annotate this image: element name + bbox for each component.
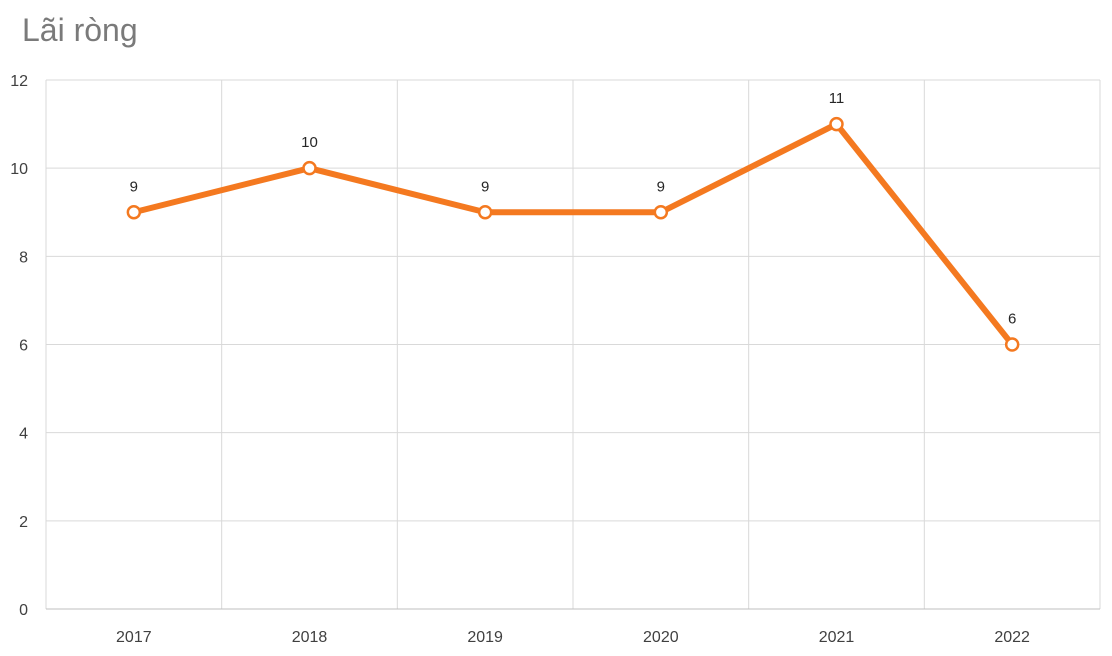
y-tick-label: 6 bbox=[19, 338, 28, 355]
x-tick-label: 2021 bbox=[819, 629, 855, 646]
data-label: 9 bbox=[130, 178, 138, 195]
x-tick-label: 2020 bbox=[643, 629, 679, 646]
data-point bbox=[1004, 337, 1020, 352]
data-point bbox=[126, 205, 142, 220]
data-point bbox=[829, 116, 844, 132]
data-label: 9 bbox=[481, 178, 489, 195]
y-tick-label: 12 bbox=[10, 73, 28, 90]
y-tick-label: 4 bbox=[19, 426, 28, 443]
x-tick-label: 2022 bbox=[994, 629, 1030, 646]
chart-title: Lãi ròng bbox=[22, 12, 138, 48]
x-tick-label: 2017 bbox=[116, 629, 152, 646]
data-label: 6 bbox=[1008, 311, 1016, 328]
data-point bbox=[477, 205, 493, 220]
y-tick-label: 2 bbox=[19, 514, 28, 531]
data-label: 9 bbox=[657, 178, 665, 195]
data-label: 10 bbox=[301, 134, 318, 151]
y-tick-label: 8 bbox=[19, 249, 28, 266]
data-label: 11 bbox=[829, 90, 845, 107]
y-tick-label: 10 bbox=[10, 161, 28, 178]
y-tick-label: 0 bbox=[19, 602, 28, 619]
x-tick-label: 2018 bbox=[292, 629, 328, 646]
series-line bbox=[130, 121, 1016, 348]
data-point bbox=[302, 160, 317, 176]
data-point bbox=[653, 205, 669, 220]
x-tick-label: 2019 bbox=[467, 629, 503, 646]
